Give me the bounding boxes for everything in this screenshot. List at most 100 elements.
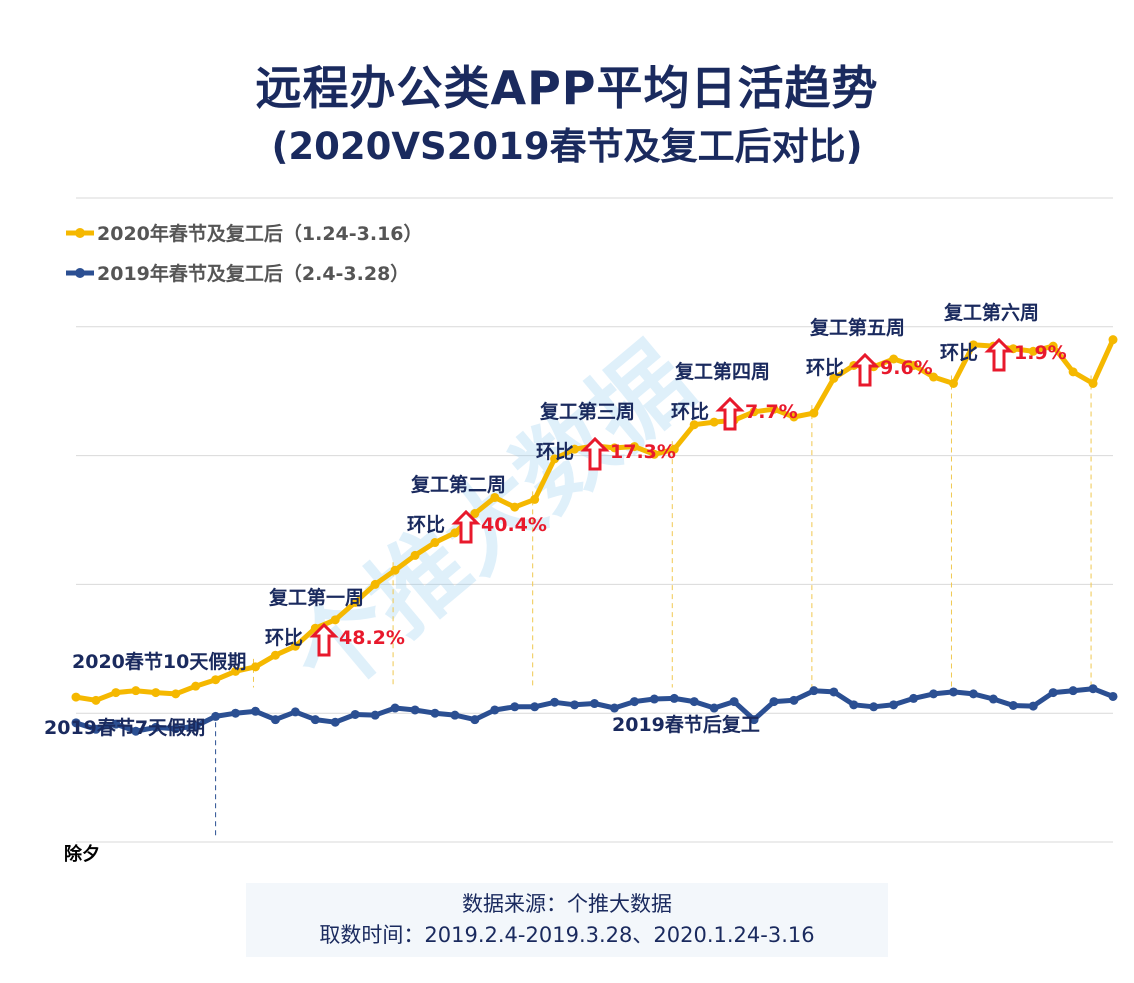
point-2019-16 (390, 703, 400, 713)
point-2019-26 (590, 699, 599, 709)
point-2019-11 (290, 707, 300, 717)
ratio-prefix-2: 环比 (407, 514, 445, 536)
week-label-1: 复工第一周 (268, 586, 364, 609)
ratio-value-2: 40.4% (481, 514, 547, 536)
point-2020-2 (111, 688, 121, 698)
point-2020-17 (410, 550, 420, 560)
point-2019-28 (629, 697, 639, 707)
legend-label-2020: 2020年春节及复工后（1.24-3.16） (97, 222, 423, 245)
point-2020-36 (789, 412, 799, 422)
point-2020-15 (370, 579, 380, 589)
point-2019-31 (689, 697, 699, 707)
point-2019-47 (1008, 700, 1018, 710)
point-2020-13 (330, 615, 340, 625)
point-2020-37 (809, 408, 819, 418)
point-2020-51 (1088, 378, 1098, 388)
point-2019-50 (1068, 686, 1078, 696)
point-2019-48 (1028, 701, 1038, 711)
ratio-value-3: 17.3% (610, 441, 676, 463)
point-2019-13 (330, 717, 340, 727)
point-2019-44 (948, 687, 958, 697)
point-2019-0 (71, 718, 81, 728)
point-2019-20 (470, 715, 480, 725)
ratio-value-6: 1.9% (1014, 342, 1067, 364)
point-2019-22 (510, 702, 520, 712)
ratio-prefix-6: 环比 (940, 342, 978, 364)
point-2019-18 (430, 708, 440, 718)
point-2019-43 (929, 689, 939, 699)
point-2020-29 (649, 449, 659, 459)
point-2019-40 (869, 702, 879, 712)
point-2019-49 (1048, 688, 1058, 698)
series-line-2019 (73, 686, 1116, 734)
point-2019-6 (191, 721, 201, 731)
point-2020-6 (191, 681, 201, 691)
legend-item-2020: 2020年春节及复工后（1.24-3.16） (66, 222, 423, 245)
chart-title: 远程办公类APP平均日活趋势 (255, 61, 879, 115)
point-2020-38 (829, 373, 839, 383)
point-2020-49 (1048, 341, 1058, 351)
legend-marker-2019 (75, 268, 85, 278)
up-arrow-icon (984, 337, 1014, 372)
point-2019-10 (270, 715, 280, 725)
point-2020-20 (470, 509, 480, 519)
point-2019-27 (609, 703, 619, 713)
week-label-5: 复工第五周 (809, 316, 905, 339)
up-arrow-icon (850, 352, 880, 387)
point-2020-25 (570, 444, 580, 454)
point-2019-19 (450, 710, 460, 720)
point-2019-32 (709, 703, 719, 713)
point-2020-16 (390, 565, 400, 575)
point-2020-0 (71, 692, 81, 702)
point-2019-3 (131, 726, 141, 736)
legend: 2020年春节及复工后（1.24-3.16） 2019年春节及复工后（2.4-3… (66, 222, 423, 285)
point-2020-21 (490, 492, 500, 502)
point-2019-4 (151, 722, 161, 732)
point-2019-5 (171, 724, 181, 734)
point-2019-36 (789, 695, 799, 705)
point-2020-4 (151, 688, 161, 698)
point-2019-45 (968, 689, 978, 699)
up-arrow-icon (715, 396, 745, 431)
up-arrow-icon (580, 436, 610, 471)
point-2020-8 (231, 666, 241, 676)
point-2019-35 (769, 697, 779, 707)
point-2019-39 (849, 700, 859, 710)
point-2019-12 (310, 715, 320, 725)
up-arrow-icon (451, 509, 481, 544)
week-label-6: 复工第六周 (943, 301, 1039, 324)
point-2020-10 (270, 650, 280, 660)
week-label-2: 复工第二周 (410, 473, 506, 496)
point-2019-33 (729, 697, 739, 707)
ratio-value-1: 48.2% (339, 627, 405, 649)
week-label-4: 复工第四周 (674, 360, 770, 383)
point-2020-9 (250, 662, 260, 672)
point-2020-7 (211, 675, 221, 685)
resume-2019-label: 2019春节后复工 (612, 713, 760, 736)
point-2019-38 (829, 687, 839, 697)
week-label-3: 复工第三周 (539, 400, 635, 423)
point-2019-9 (250, 706, 260, 716)
point-2020-43 (929, 372, 939, 382)
point-2020-14 (350, 597, 360, 607)
point-2019-51 (1088, 684, 1098, 694)
point-2020-3 (131, 686, 141, 696)
point-2020-52 (1108, 335, 1118, 345)
ratio-value-5: 9.6% (880, 357, 933, 379)
ratio-prefix-4: 环比 (671, 401, 709, 423)
ratio-prefix-1: 环比 (265, 627, 303, 649)
source-line-1: 数据来源：个推大数据 (462, 892, 672, 916)
point-2020-5 (171, 689, 181, 699)
legend-item-2019: 2019年春节及复工后（2.4-3.28） (66, 262, 409, 285)
legend-marker-2020 (75, 228, 85, 238)
point-2019-24 (550, 697, 560, 707)
ratio-value-4: 7.7% (745, 401, 798, 423)
x-axis-note-chuxi: 除夕 (64, 843, 100, 865)
legend-label-2019: 2019年春节及复工后（2.4-3.28） (97, 262, 409, 285)
point-2020-50 (1068, 367, 1078, 377)
point-2020-31 (689, 420, 699, 430)
point-2019-21 (490, 705, 500, 715)
